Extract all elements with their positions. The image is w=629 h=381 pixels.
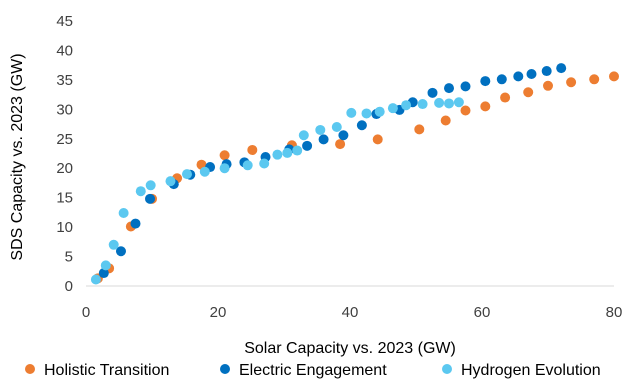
data-point <box>318 134 329 145</box>
data-point <box>282 147 293 158</box>
y-tick-label: 20 <box>56 160 73 177</box>
data-point <box>434 97 445 108</box>
legend-label: Holistic Transition <box>44 362 169 379</box>
y-axis-ticks: 0 5 10 15 20 25 30 35 40 45 <box>56 13 73 295</box>
y-tick-label: 45 <box>56 13 73 30</box>
data-point <box>414 124 425 135</box>
data-point <box>292 145 303 156</box>
data-point <box>513 71 524 82</box>
data-point <box>566 77 577 88</box>
y-tick-label: 25 <box>56 131 73 148</box>
y-tick-label: 30 <box>56 101 73 118</box>
data-point <box>115 246 126 257</box>
data-point <box>444 83 454 94</box>
legend-label: Hydrogen Evolution <box>461 362 601 379</box>
data-point <box>165 176 176 187</box>
data-point <box>130 218 141 229</box>
y-tick-label: 10 <box>56 219 73 236</box>
y-tick-label: 15 <box>56 190 73 207</box>
data-point <box>526 69 537 79</box>
data-point <box>108 239 119 250</box>
data-point <box>556 63 567 74</box>
data-point <box>543 80 553 91</box>
y-tick-label: 40 <box>56 42 73 59</box>
x-axis-ticks: 0 20 40 60 80 <box>82 304 623 321</box>
legend-marker <box>220 364 230 374</box>
data-point <box>118 207 129 218</box>
data-point <box>460 81 471 92</box>
data-point <box>242 160 253 171</box>
legend-label: Electric Engagement <box>239 362 387 379</box>
data-point <box>496 74 507 85</box>
data-point <box>460 105 471 116</box>
y-tick-label: 5 <box>65 249 73 266</box>
data-point <box>346 107 357 118</box>
data-points <box>90 63 619 285</box>
legend-item: Holistic Transition <box>25 362 169 379</box>
data-point <box>401 100 412 111</box>
data-point <box>453 97 464 108</box>
data-point <box>98 268 109 279</box>
data-point <box>145 193 156 204</box>
data-point <box>440 115 451 126</box>
data-point <box>523 87 534 98</box>
data-point <box>135 186 146 197</box>
data-point <box>199 166 210 177</box>
x-tick-label: 80 <box>606 304 623 321</box>
data-point <box>444 98 454 109</box>
y-tick-label: 35 <box>56 72 73 89</box>
legend-marker <box>442 364 452 374</box>
data-point <box>331 122 342 132</box>
x-tick-label: 0 <box>82 304 90 321</box>
data-point <box>100 260 111 271</box>
data-point <box>427 87 438 98</box>
data-point <box>500 92 511 103</box>
x-tick-label: 40 <box>342 304 359 321</box>
data-point <box>361 108 372 119</box>
legend-marker <box>25 364 35 374</box>
data-point <box>356 120 367 131</box>
data-point <box>315 124 326 135</box>
data-point <box>609 71 619 82</box>
x-tick-label: 20 <box>210 304 227 321</box>
data-point <box>480 101 491 112</box>
legend-item: Electric Engagement <box>220 362 387 379</box>
data-point <box>302 140 313 151</box>
x-tick-label: 60 <box>474 304 491 321</box>
data-point <box>259 158 270 169</box>
legend-item: Hydrogen Evolution <box>442 362 601 379</box>
data-point <box>372 134 383 145</box>
series-2 <box>90 97 464 285</box>
data-point <box>145 180 156 191</box>
data-point <box>272 149 283 160</box>
data-point <box>417 99 428 110</box>
data-point <box>335 139 346 150</box>
y-axis-title: SDS Capacity vs. 2023 (GW) <box>9 53 26 260</box>
data-point <box>247 144 258 155</box>
data-point <box>374 106 385 117</box>
chart-legend: Holistic Transition Electric Engagement Hy… <box>25 362 601 379</box>
data-point <box>480 76 491 87</box>
data-point <box>90 274 101 285</box>
x-axis-title: Solar Capacity vs. 2023 (GW) <box>244 340 456 357</box>
y-tick-label: 0 <box>65 278 73 295</box>
data-point <box>219 150 230 161</box>
series-1 <box>98 63 567 279</box>
data-point <box>387 103 398 114</box>
data-point <box>541 66 552 77</box>
data-point <box>181 169 192 180</box>
data-point <box>338 130 349 141</box>
data-point <box>219 163 230 174</box>
data-point <box>298 130 309 141</box>
data-point <box>589 74 600 85</box>
